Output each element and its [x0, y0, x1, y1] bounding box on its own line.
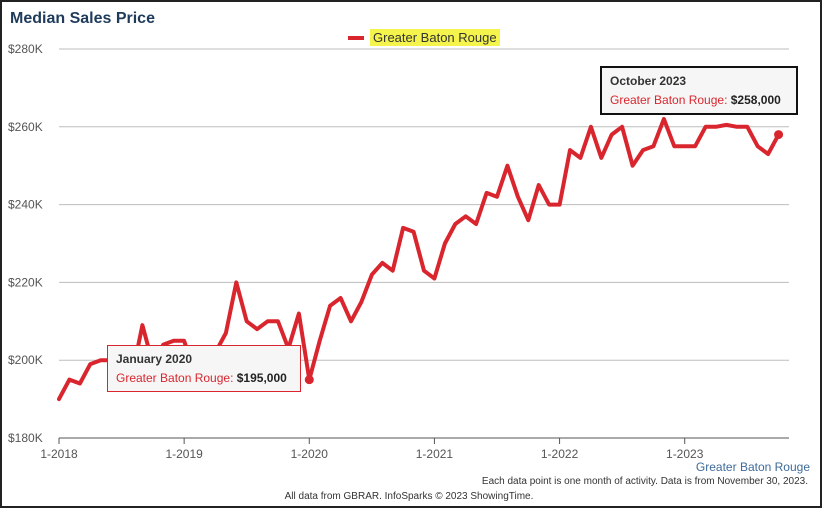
- y-tick-label: $280K: [8, 42, 43, 56]
- y-tick-label: $220K: [8, 275, 43, 289]
- data-point: [735, 125, 739, 129]
- data-point: [57, 397, 61, 401]
- data-point: [318, 339, 322, 343]
- data-point: [568, 148, 572, 152]
- series-line-greater-baton-rouge: [57, 117, 781, 402]
- data-point: [245, 319, 249, 323]
- data-point: [578, 156, 582, 160]
- data-point: [370, 273, 374, 277]
- y-axis: $180K $200K $220K $240K $260K $280K: [8, 42, 43, 445]
- data-point: [224, 331, 228, 335]
- data-point: [422, 269, 426, 273]
- x-tick-label: 1-2022: [541, 447, 579, 461]
- highlighted-point: [304, 375, 314, 385]
- data-point: [453, 222, 457, 226]
- tooltip-series: Greater Baton Rouge:: [610, 93, 728, 107]
- series-caption[interactable]: Greater Baton Rouge: [695, 460, 810, 474]
- data-point: [391, 269, 395, 273]
- x-tick-label: 1-2021: [416, 447, 454, 461]
- data-point: [610, 133, 614, 137]
- data-point: [297, 312, 301, 316]
- tooltip-value: $195,000: [236, 371, 287, 385]
- data-point: [78, 382, 82, 386]
- data-point: [714, 125, 718, 129]
- tooltip-oct-2023: October 2023 Greater Baton Rouge: $258,0…: [600, 66, 798, 115]
- data-point: [359, 300, 363, 304]
- data-point: [443, 242, 447, 245]
- data-point: [724, 123, 728, 127]
- series-points: [57, 117, 784, 401]
- data-point: [547, 203, 551, 207]
- tooltip-title: January 2020: [116, 352, 193, 366]
- data-point: [255, 327, 259, 331]
- data-point: [67, 378, 71, 382]
- data-point: [401, 226, 405, 230]
- tooltip-value: $258,000: [730, 93, 781, 107]
- data-point: [599, 156, 603, 160]
- data-point: [683, 144, 687, 148]
- data-point: [766, 152, 770, 156]
- data-point: [172, 339, 176, 343]
- data-point: [641, 148, 645, 152]
- gridlines: [59, 48, 789, 439]
- data-point: [505, 164, 509, 168]
- x-tick-label: 1-2018: [40, 447, 78, 461]
- chart-title: Median Sales Price: [10, 10, 155, 27]
- data-point: [328, 304, 332, 308]
- data-point: [631, 164, 635, 168]
- data-point: [339, 296, 343, 300]
- data-point: [589, 125, 593, 129]
- data-point: [182, 339, 186, 343]
- legend-label[interactable]: Greater Baton Rouge: [370, 29, 500, 46]
- data-point: [662, 117, 666, 121]
- data-point: [88, 362, 92, 366]
- data-point: [620, 125, 624, 129]
- data-point: [380, 261, 384, 265]
- tooltip-jan-2020: January 2020 Greater Baton Rouge: $195,0…: [107, 345, 301, 392]
- data-point: [704, 125, 708, 129]
- x-axis: 1-2018 1-2019 1-2020 1-2021 1-2022 1-2023: [40, 438, 704, 461]
- footer-credit: All data from GBRAR. InfoSparks © 2023 S…: [284, 491, 534, 502]
- x-tick-label: 1-2019: [165, 447, 203, 461]
- data-point: [516, 195, 520, 199]
- y-tick-label: $180K: [8, 431, 43, 445]
- tooltip-series: Greater Baton Rouge:: [116, 371, 234, 385]
- data-point: [140, 323, 144, 327]
- data-point: [412, 230, 416, 234]
- data-point: [537, 183, 541, 187]
- highlighted-point: [774, 130, 784, 140]
- data-point: [464, 214, 468, 218]
- data-point: [474, 222, 478, 226]
- x-tick-label: 1-2023: [666, 447, 704, 461]
- data-point: [558, 203, 562, 207]
- data-point: [526, 218, 530, 222]
- data-point: [756, 144, 760, 148]
- y-tick-label: $240K: [8, 198, 43, 212]
- y-tick-label: $260K: [8, 120, 43, 134]
- data-note: Each data point is one month of activity…: [481, 476, 808, 487]
- tooltip-title: October 2023: [610, 74, 687, 88]
- x-tick-label: 1-2020: [291, 447, 329, 461]
- legend-swatch: [348, 35, 364, 40]
- data-point: [651, 144, 655, 148]
- data-point: [234, 280, 238, 284]
- data-point: [349, 319, 353, 323]
- legend[interactable]: Greater Baton Rouge: [348, 29, 500, 46]
- data-point: [432, 277, 436, 281]
- data-point: [485, 191, 489, 195]
- data-point: [672, 144, 676, 148]
- data-point: [276, 319, 280, 323]
- y-tick-label: $200K: [8, 353, 43, 367]
- data-point: [745, 125, 749, 129]
- data-point: [495, 195, 499, 199]
- data-point: [99, 358, 103, 362]
- data-point: [266, 319, 270, 323]
- data-point: [693, 144, 697, 148]
